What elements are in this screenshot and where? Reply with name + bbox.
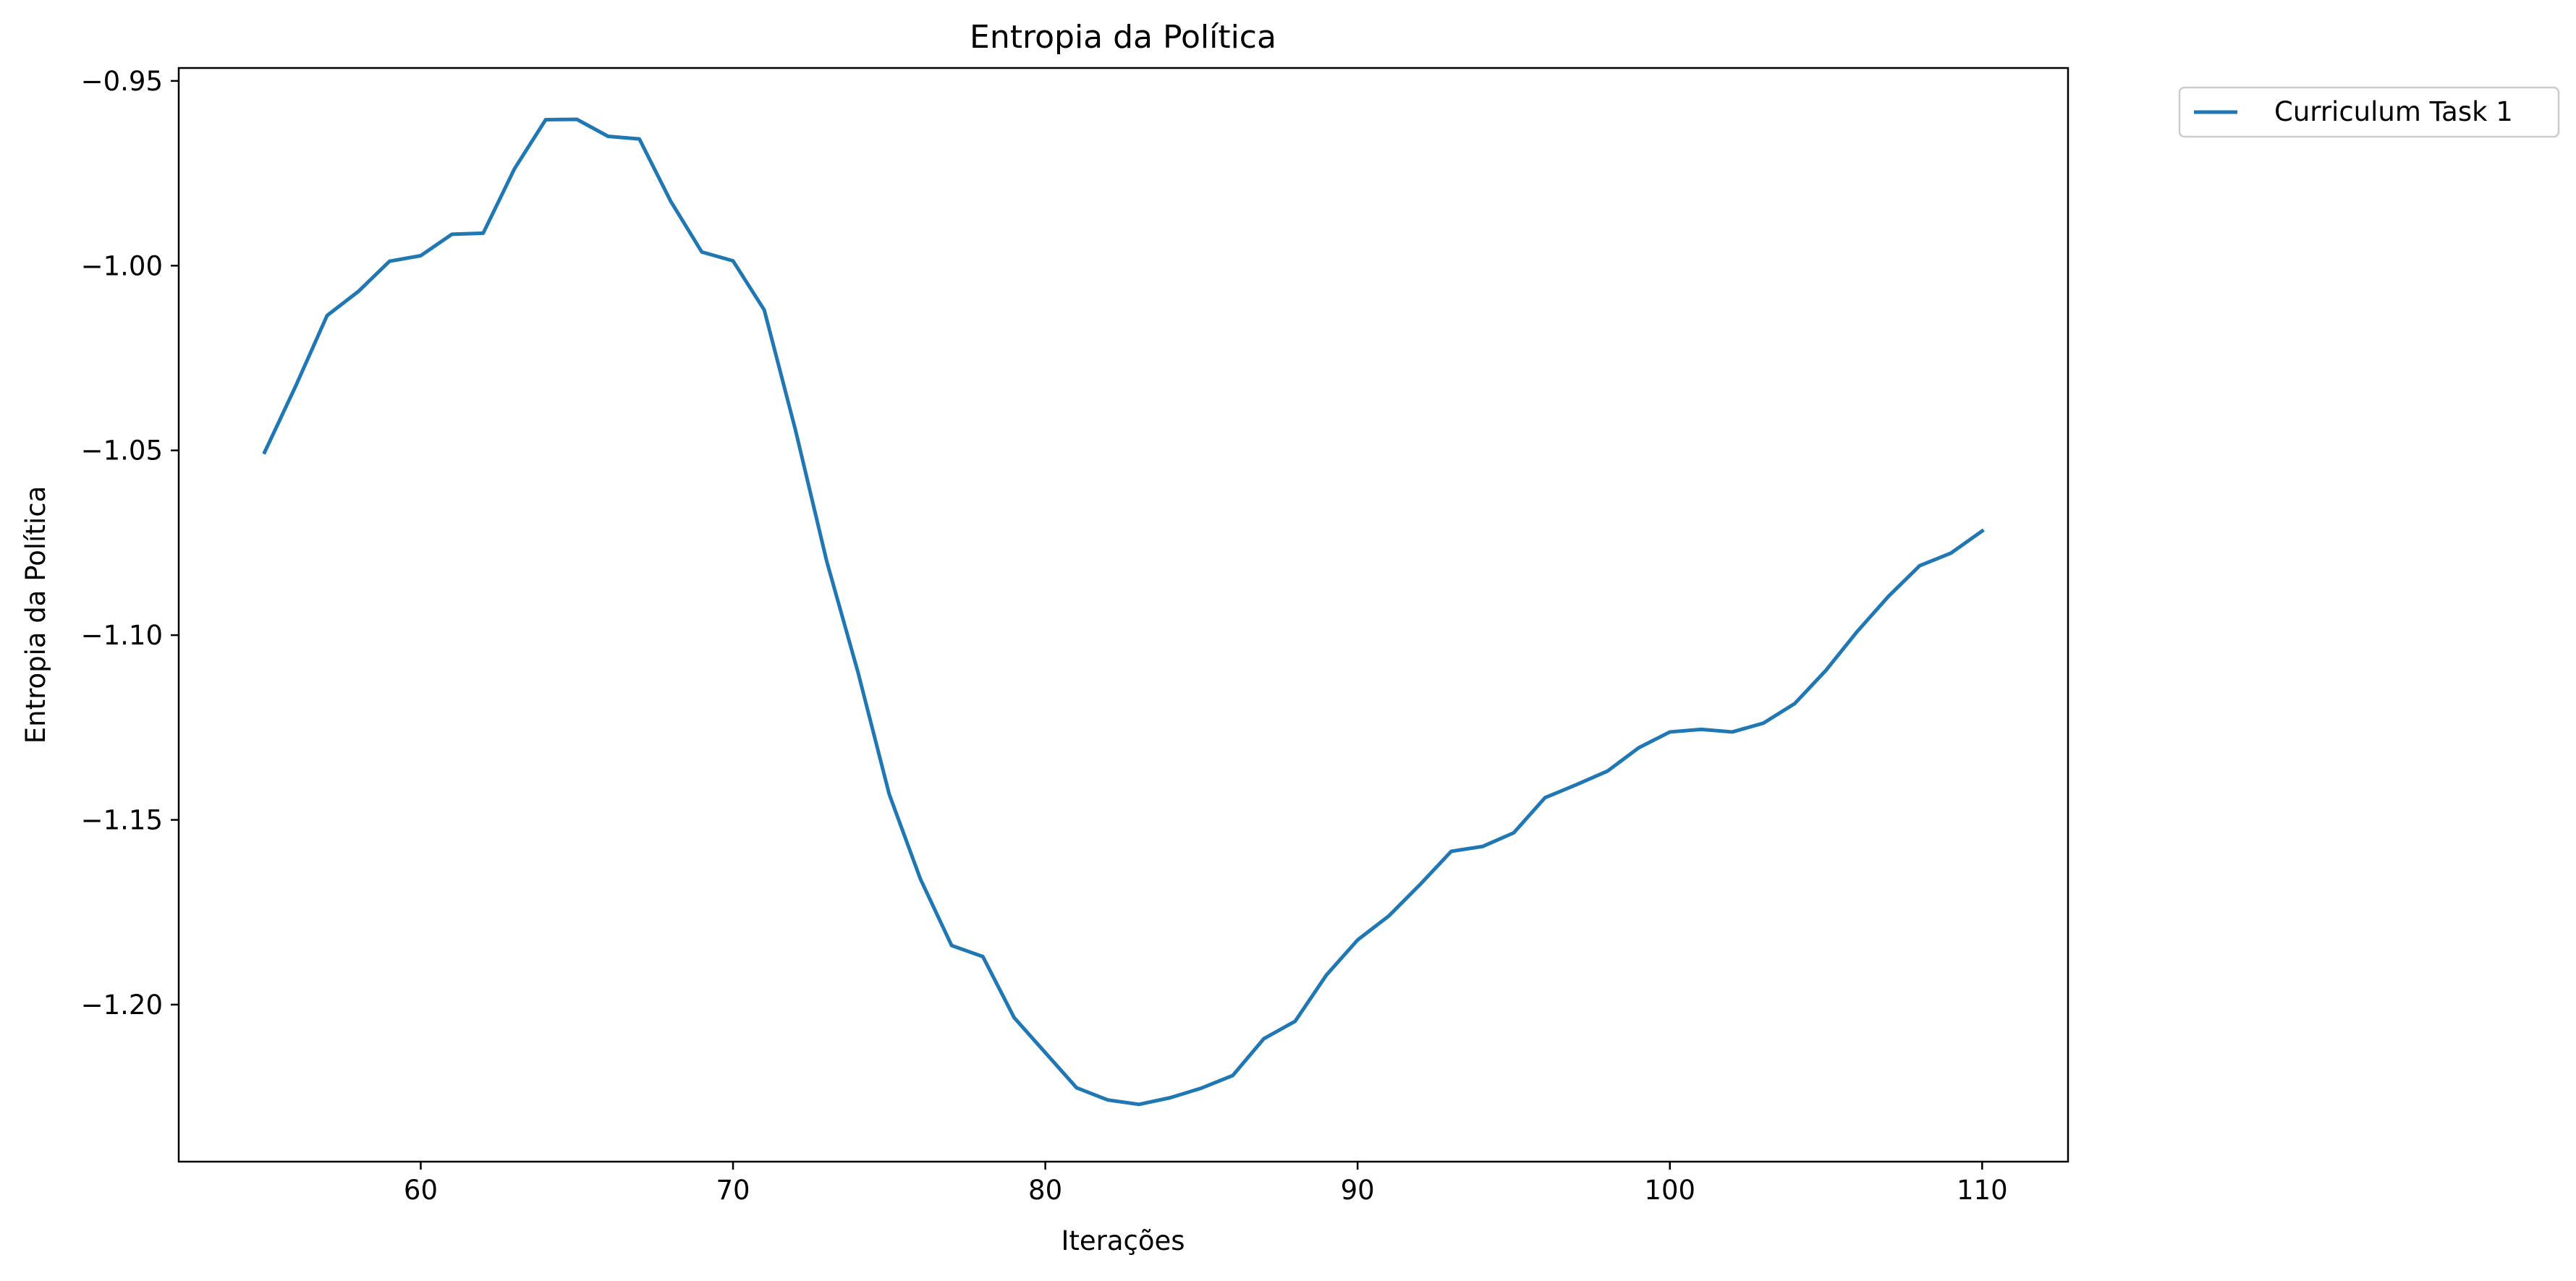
x-tick-label: 70 bbox=[716, 1175, 750, 1206]
plot-area: 60 70 80 90 100 110 −0.95 −1.00 −1.05 −1.10 −1.15 −… bbox=[81, 66, 2069, 1206]
x-tick-label: 80 bbox=[1028, 1175, 1062, 1206]
series-line-0 bbox=[262, 117, 1985, 1107]
y-tick-label: −1.00 bbox=[81, 250, 163, 281]
y-tick-label: −1.05 bbox=[81, 435, 163, 467]
x-tick-label: 110 bbox=[1957, 1175, 2008, 1206]
y-tick-label: −1.15 bbox=[81, 805, 163, 836]
axes-frame bbox=[177, 67, 2069, 1163]
y-axis-label: Entropia da Política bbox=[20, 486, 51, 744]
y-tick-label: −1.10 bbox=[81, 620, 163, 651]
x-tick-label: 60 bbox=[404, 1175, 438, 1206]
x-tick-label: 90 bbox=[1341, 1175, 1375, 1206]
legend-label-curriculum-task-1: Curriculum Task 1 bbox=[2274, 96, 2513, 127]
chart-title: Entropia da Política bbox=[970, 19, 1276, 56]
legend-box bbox=[2178, 86, 2560, 138]
legend: Curriculum Task 1 bbox=[2178, 86, 2560, 138]
x-tick-label: 100 bbox=[1644, 1175, 1695, 1206]
x-axis-label: Iterações bbox=[1061, 1225, 1185, 1256]
y-tick-label: −1.20 bbox=[81, 990, 163, 1021]
y-tick-label: −0.95 bbox=[81, 66, 163, 97]
